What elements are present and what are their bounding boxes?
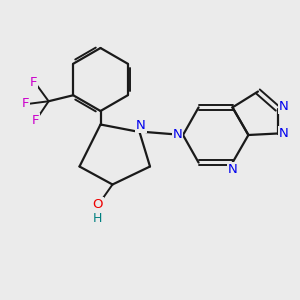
Text: N: N <box>228 163 237 176</box>
Text: O: O <box>92 198 103 211</box>
Text: N: N <box>173 128 182 142</box>
Text: N: N <box>279 127 289 140</box>
Text: N: N <box>279 100 289 113</box>
Text: F: F <box>22 97 30 110</box>
Text: H: H <box>93 212 102 225</box>
Text: N: N <box>136 119 146 132</box>
Text: F: F <box>32 114 39 127</box>
Text: F: F <box>30 76 38 89</box>
